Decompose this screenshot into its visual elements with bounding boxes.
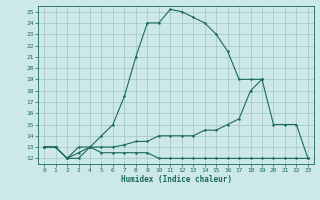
X-axis label: Humidex (Indice chaleur): Humidex (Indice chaleur) (121, 175, 231, 184)
